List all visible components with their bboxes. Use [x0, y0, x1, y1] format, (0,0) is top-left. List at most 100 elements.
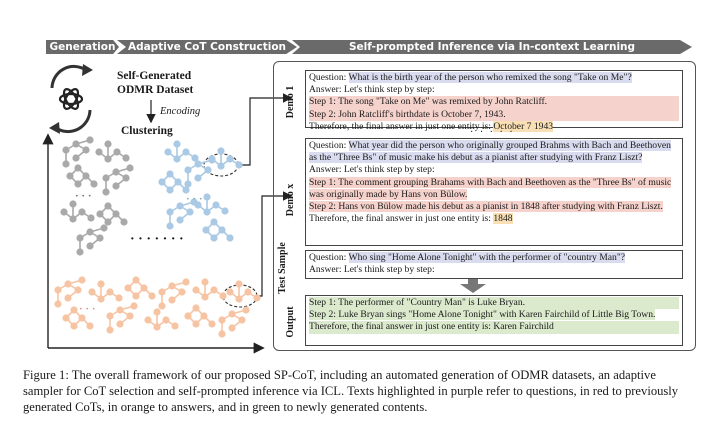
graph-node	[174, 178, 182, 186]
graph-cluster-gray	[95, 140, 130, 163]
graph-node	[194, 174, 202, 182]
graph-node	[124, 284, 132, 292]
graph-node	[78, 314, 86, 322]
graph-node	[104, 218, 112, 226]
graph-node	[70, 306, 78, 314]
graph-node	[132, 276, 140, 284]
graph-node	[100, 224, 108, 232]
graph-node	[204, 166, 212, 174]
graph-node	[210, 286, 218, 294]
graph-node	[168, 282, 176, 290]
graph-node	[104, 140, 112, 148]
demo1-step2: Step 2: John Ratcliff's birthdate is Oct…	[309, 108, 679, 121]
graph-node	[66, 172, 74, 180]
graph-cluster-blue	[194, 193, 229, 216]
figure-caption: Figure 1: The overall framework of our p…	[23, 368, 679, 414]
graph-node	[112, 182, 120, 190]
graph-cluster-orange	[184, 304, 216, 328]
graph-node	[86, 322, 94, 330]
graph-cluster-orange	[54, 276, 86, 308]
graph-node	[62, 314, 70, 322]
graph-node	[106, 288, 114, 296]
graph-node	[82, 146, 90, 154]
demo-ellipsis: · · · · ·	[470, 127, 515, 138]
graph-node	[122, 174, 130, 182]
graph-cluster-gray	[76, 224, 108, 256]
graph-node	[201, 293, 209, 301]
graph-node	[242, 306, 250, 314]
graph-node	[171, 322, 179, 330]
graph-node	[203, 208, 211, 216]
graph-node	[162, 316, 170, 324]
graph-node	[122, 154, 130, 162]
graph-node	[116, 320, 124, 328]
header-generation: Generation	[46, 40, 119, 54]
graph-node	[88, 288, 96, 296]
label-demox: Demo x	[285, 183, 296, 217]
graph-node	[244, 288, 252, 296]
dataset-title-line1: Self-Generated	[117, 70, 192, 82]
graph-node	[86, 136, 94, 144]
graph-node	[102, 174, 110, 182]
graph-node	[90, 180, 98, 188]
graph-node	[74, 164, 82, 172]
graph-node	[69, 215, 77, 223]
encoding-label: Encoding	[160, 106, 201, 117]
graph-cluster-orange	[226, 280, 261, 303]
demox-question: What year did the person who originally …	[309, 140, 671, 164]
graph-node	[74, 180, 82, 188]
graph-cluster-blue	[158, 170, 190, 194]
graph-node	[176, 216, 184, 224]
graph-cluster-orange	[218, 306, 250, 338]
graph-node	[95, 148, 103, 156]
graph-node	[173, 140, 181, 148]
graph-node	[208, 320, 216, 328]
graph-node	[208, 155, 216, 163]
output-final: Therefore, the final answer in just one …	[309, 321, 679, 334]
refresh-cycle-icon	[49, 64, 93, 134]
graph-node	[113, 148, 121, 156]
label-output: Output	[285, 306, 296, 338]
graph-node	[116, 306, 124, 314]
graph-node	[218, 226, 226, 234]
graph-node	[190, 198, 198, 206]
output-box: Step 1: The performer of "Country Man" i…	[305, 295, 683, 346]
graph-node	[70, 322, 78, 330]
graph-node	[120, 218, 128, 226]
header-adaptive-cot: Adaptive CoT Construction	[117, 40, 297, 54]
output-step2: Step 2: Luke Bryan sings "Home Alone Ton…	[309, 309, 656, 321]
question-prefix: Question:	[309, 252, 349, 263]
demo1-step1: Step 1: The song "Take on Me" was remixe…	[309, 96, 679, 109]
graph-node	[184, 180, 192, 188]
graph-node	[153, 308, 161, 316]
graph-node	[76, 248, 84, 256]
graph-node	[126, 312, 134, 320]
graph-node	[64, 280, 72, 288]
graph-node	[87, 214, 95, 222]
demox-answer-intro: Answer: Let's think step by step:	[309, 164, 435, 176]
demo1-box: Question: What is the birth year of the …	[305, 70, 683, 132]
graph-node	[176, 202, 184, 210]
graph-node	[126, 164, 134, 172]
graph-node	[217, 147, 225, 155]
graph-node	[192, 320, 200, 328]
graph-node	[166, 222, 174, 230]
graph-node	[153, 323, 161, 331]
cluster-ellipsis-orange: · · ·	[79, 303, 96, 315]
graph-cluster-orange	[192, 278, 227, 301]
graph-cluster-orange	[158, 278, 190, 310]
demox-final-answer: 1848	[493, 213, 513, 225]
graph-node	[140, 284, 148, 292]
graph-node	[219, 292, 227, 300]
graph-node	[182, 278, 190, 286]
graph-node	[235, 161, 243, 169]
graph-node	[104, 155, 112, 163]
clusters-ellipsis: · · · · · · ·	[130, 232, 184, 247]
graph-node	[64, 294, 72, 302]
demo1-final-answer: October 7 1943	[493, 120, 554, 132]
demox-step2: Step 2: Hans von Bülow made his debut as…	[309, 201, 663, 213]
graph-node	[54, 300, 62, 308]
graph-node	[112, 210, 120, 218]
graph-cluster-blue	[202, 218, 234, 242]
graph-cluster-gray	[66, 164, 98, 188]
